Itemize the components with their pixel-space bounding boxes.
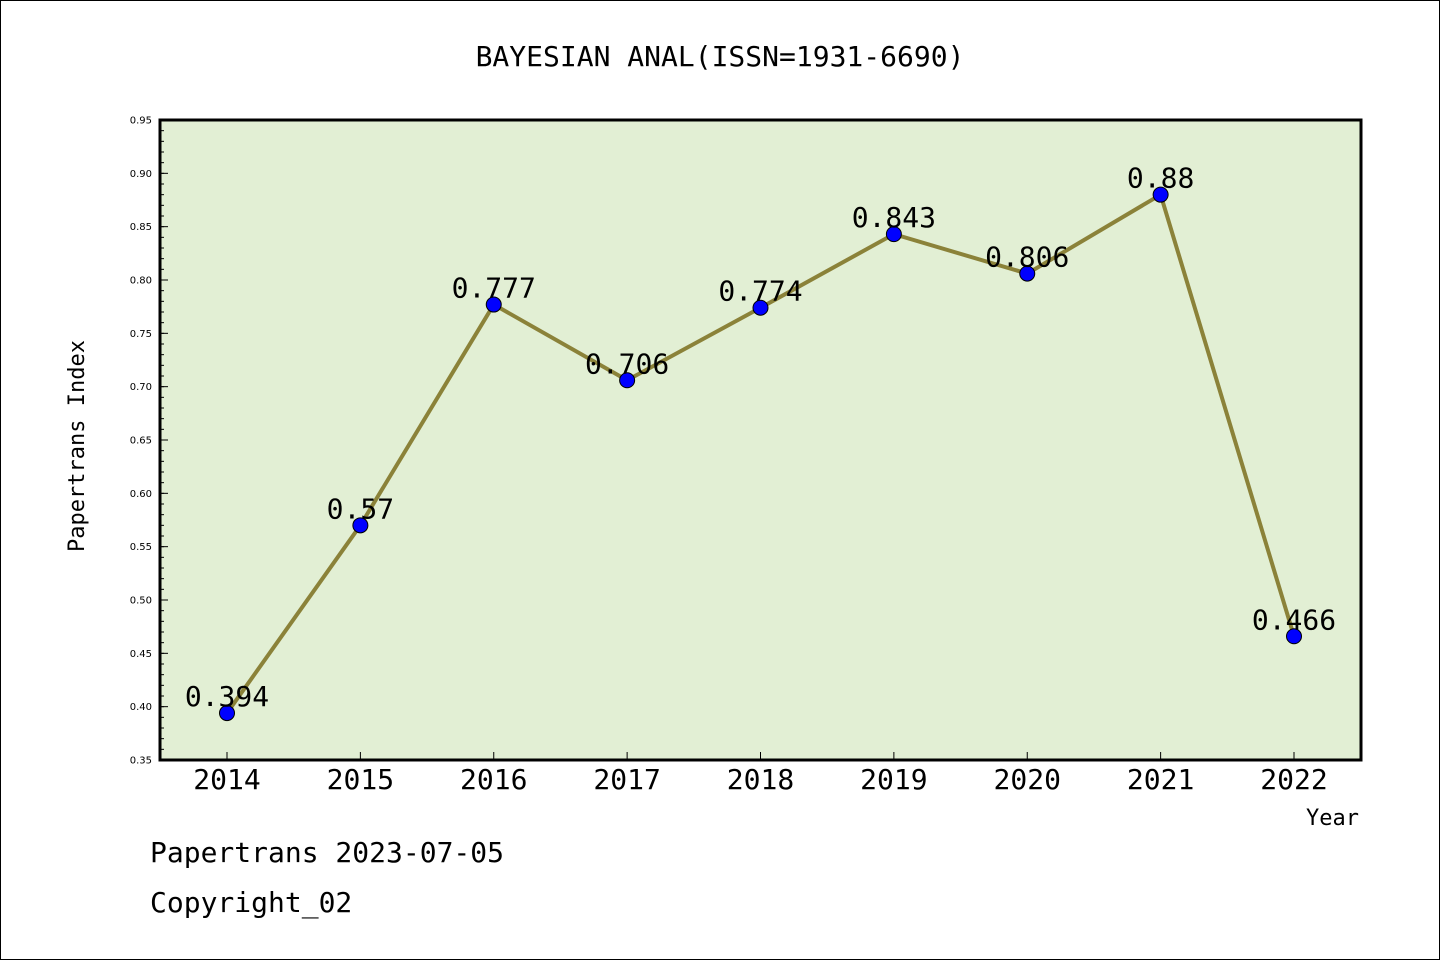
data-point-marker xyxy=(485,296,502,313)
data-labels: 0.394 0.57 0.777 0.706 0.774 0.843 0.806 0.88 0.… xyxy=(185,162,1336,713)
y-tick-label: 0.70 xyxy=(130,382,152,393)
y-tick-label: 0.85 xyxy=(130,222,152,233)
y-tick-label: 0.60 xyxy=(130,489,152,500)
data-point-label: 0.394 xyxy=(185,680,269,713)
x-axis-label: Year xyxy=(1306,806,1359,831)
x-tick-label: 2020 xyxy=(994,763,1061,796)
x-axis-ticks: 2014 2015 2016 2017 2018 2019 2020 2021 2022 xyxy=(193,752,1328,796)
data-point-marker xyxy=(1286,628,1302,645)
footer-copyright: Copyright_02 xyxy=(150,886,353,919)
data-markers xyxy=(219,186,1302,722)
data-point-marker xyxy=(1019,265,1036,282)
y-tick-label: 0.40 xyxy=(130,702,152,713)
footer-date: Papertrans 2023-07-05 xyxy=(150,836,505,869)
data-point-marker xyxy=(219,705,235,722)
data-point-label: 0.466 xyxy=(1252,603,1336,636)
y-axis-ticks: 0.35 0.40 0.45 0.50 0.55 0.60 0.65 0.70 0.75 0.80… xyxy=(130,116,168,767)
x-tick-label: 2014 xyxy=(193,763,260,796)
plot-area xyxy=(160,120,1361,760)
data-point-label: 0.706 xyxy=(585,347,669,380)
y-tick-label: 0.90 xyxy=(130,169,152,180)
data-point-marker xyxy=(1152,186,1169,203)
data-point-label: 0.57 xyxy=(327,492,394,525)
data-point-label: 0.777 xyxy=(452,272,536,305)
data-point-marker xyxy=(352,517,369,534)
data-point-label: 0.88 xyxy=(1127,162,1194,195)
data-point-marker xyxy=(752,299,769,316)
y-tick-label: 0.55 xyxy=(130,542,152,553)
data-point-marker xyxy=(885,226,902,243)
y-tick-label: 0.80 xyxy=(130,276,152,287)
y-tick-label: 0.75 xyxy=(130,329,152,340)
plot-border xyxy=(158,118,1363,762)
x-tick-label: 2015 xyxy=(327,763,394,796)
y-tick-label: 0.95 xyxy=(130,116,152,127)
data-point-label: 0.774 xyxy=(718,275,802,308)
data-point-label: 0.806 xyxy=(985,241,1069,274)
x-tick-label: 2016 xyxy=(460,763,527,796)
data-point-marker xyxy=(619,372,636,389)
data-point-label: 0.843 xyxy=(852,201,936,234)
y-tick-label: 0.35 xyxy=(130,756,152,767)
y-axis-label: Papertrans Index xyxy=(65,340,90,552)
x-tick-label: 2018 xyxy=(727,763,794,796)
x-tick-label: 2022 xyxy=(1260,763,1327,796)
x-tick-label: 2021 xyxy=(1127,763,1194,796)
chart-title: BAYESIAN ANAL(ISSN=1931-6690) xyxy=(476,40,965,73)
y-tick-label: 0.45 xyxy=(130,649,152,660)
x-tick-label: 2017 xyxy=(593,763,660,796)
x-tick-label: 2019 xyxy=(860,763,927,796)
y-tick-label: 0.65 xyxy=(130,436,152,447)
y-tick-label: 0.50 xyxy=(130,596,152,607)
